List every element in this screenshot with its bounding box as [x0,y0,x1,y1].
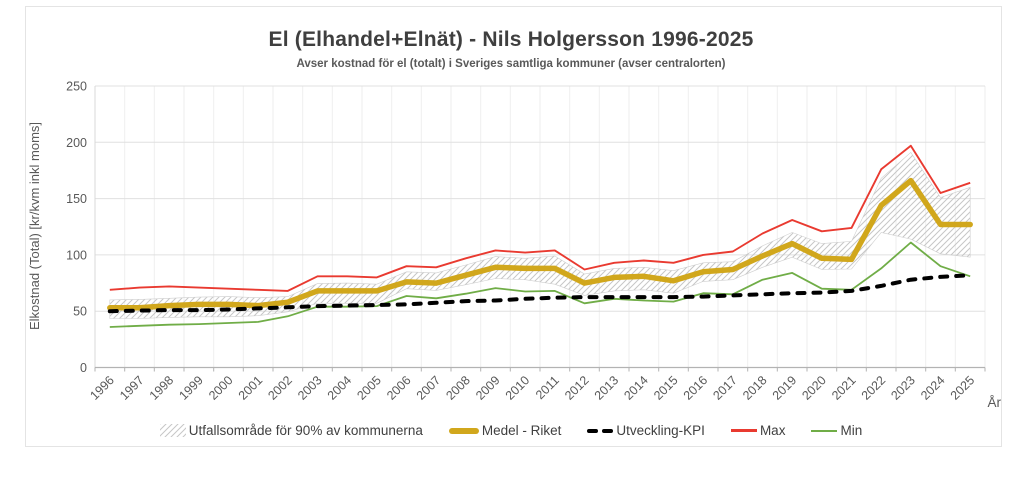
svg-text:2016: 2016 [681,373,711,403]
svg-text:0: 0 [80,361,87,375]
min-line-icon [811,429,838,432]
svg-text:250: 250 [66,80,87,94]
svg-text:2008: 2008 [443,373,473,403]
legend-label-kpi: Utveckling-KPI [616,423,705,438]
svg-text:2003: 2003 [295,373,325,403]
svg-text:2021: 2021 [829,373,859,403]
svg-text:2004: 2004 [325,373,355,403]
svg-text:2013: 2013 [592,373,622,403]
svg-text:50: 50 [73,305,87,319]
svg-text:2010: 2010 [503,373,533,403]
legend-item-kpi: Utveckling-KPI [587,423,705,438]
svg-text:2019: 2019 [770,373,800,403]
medel-line-icon [448,427,479,434]
legend-item-min: Min [811,423,862,438]
svg-text:2018: 2018 [740,373,770,403]
max-line [109,144,971,292]
svg-text:100: 100 [66,248,87,262]
chart-frame [25,6,1002,447]
legend-item-medel: Medel - Riket [448,423,562,438]
chart-legend: Utfallsområde för 90% av kommunerna Mede… [0,423,1022,438]
svg-text:1996: 1996 [87,373,117,403]
hatch-swatch-icon [159,424,186,437]
chart-subtitle: Avser kostnad för el (totalt) i Sveriges… [296,58,726,70]
svg-text:2014: 2014 [621,373,651,403]
legend-label-medel: Medel - Riket [481,423,562,438]
min-line [109,241,971,328]
svg-text:2017: 2017 [710,373,740,403]
x-axis-title: År [988,395,1002,410]
svg-text:2022: 2022 [859,373,889,403]
utveckling-kpi-line [107,273,973,314]
legend-label-band: Utfallsområde för 90% av kommunerna [188,423,423,438]
svg-text:150: 150 [66,192,87,206]
svg-text:2012: 2012 [562,373,592,403]
svg-text:2000: 2000 [206,373,236,403]
svg-text:2024: 2024 [918,373,948,403]
svg-text:1997: 1997 [117,373,147,403]
y-axis-title: Elkostnad (Total) [kr/kvm inkl moms] [27,122,42,330]
chart-title: El (Elhandel+Elnät) - Nils Holgersson 19… [268,28,754,51]
svg-text:2007: 2007 [414,373,444,403]
svg-text:2015: 2015 [651,373,681,403]
svg-text:2025: 2025 [948,373,978,403]
svg-text:2011: 2011 [533,373,562,402]
legend-item-band: Utfallsområde för 90% av kommunerna [159,423,423,438]
max-line-icon [730,429,757,432]
y-tick-labels: 0 50 100 150 200 250 [66,80,87,376]
legend-label-min: Min [840,423,863,438]
svg-text:2020: 2020 [799,373,829,403]
svg-text:1998: 1998 [147,373,177,403]
legend-label-max: Max [759,423,786,438]
svg-text:1999: 1999 [176,373,206,403]
svg-text:2001: 2001 [236,373,266,403]
svg-text:2005: 2005 [354,373,384,403]
svg-text:2006: 2006 [384,373,414,403]
medel-riket-line [107,177,973,311]
kpi-dash-icon [587,428,614,433]
svg-text:200: 200 [66,136,87,150]
svg-text:2009: 2009 [473,373,503,403]
svg-text:2023: 2023 [888,373,918,403]
x-tick-labels: 1996 1997 1998 1999 2000 2001 2002 2003 2004 2005… [87,373,977,403]
svg-text:2002: 2002 [265,373,295,403]
legend-item-max: Max [730,423,786,438]
